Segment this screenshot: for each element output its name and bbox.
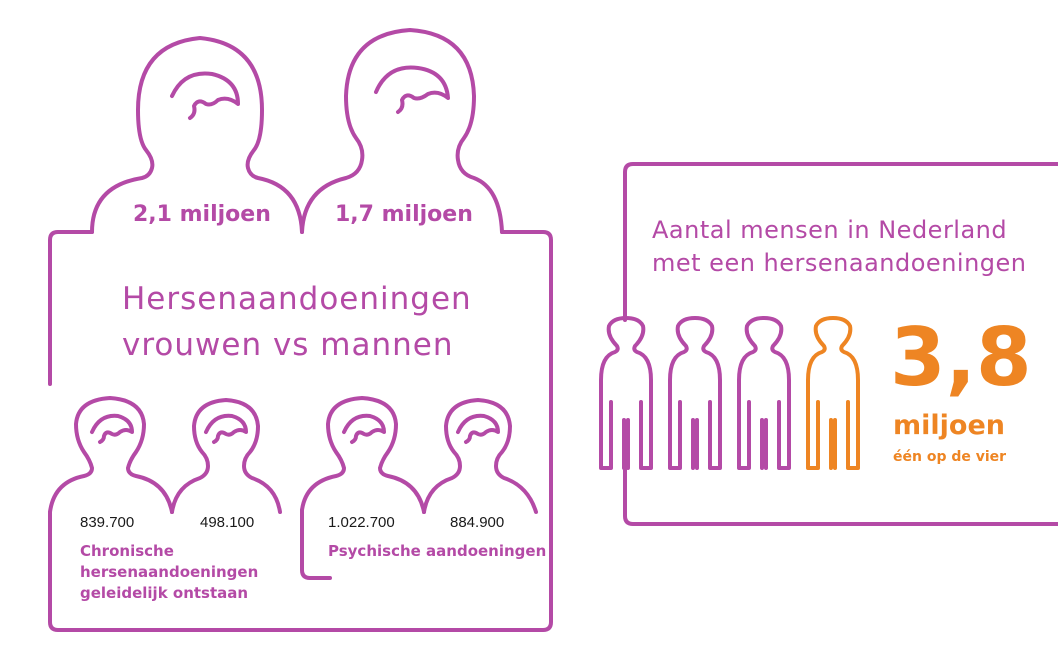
chronic-men-count: 498.100 [200,514,255,531]
person-icon [737,316,791,470]
main-title: Hersenaandoeningen vrouwen vs mannen [122,276,472,368]
women-total-count: 2,1 miljoen [133,202,271,227]
total-title-line2: met een hersenaandoeningen [652,249,1027,277]
main-title-line1: Hersenaandoeningen [122,281,472,317]
men-total-count: 1,7 miljoen [335,202,473,227]
total-unit: miljoen [893,410,1005,441]
psychic-men-count: 884.900 [450,514,505,531]
psychic-woman-icon [300,396,426,514]
chronic-label-line2: hersenaandoeningen [80,563,259,581]
chronic-label-line1: Chronische [80,542,174,560]
chronic-label: Chronische hersenaandoeningen geleidelij… [80,541,258,604]
people-row [599,316,860,470]
total-title: Aantal mensen in Nederland met een herse… [652,214,1027,280]
total-subtitle: één op de vier [893,449,1007,465]
chronic-woman-icon [48,396,174,514]
person-icon [806,316,860,470]
left-frame-outline [48,230,553,632]
total-value: 3,8 [890,311,1032,404]
psychic-label: Psychische aandoeningen [328,542,547,560]
psychic-women-count: 1.022.700 [328,514,395,531]
main-title-line2: vrouwen vs mannen [122,327,454,363]
chronic-man-icon [170,398,282,514]
person-icon [599,316,653,470]
right-frame-outline [623,162,1058,526]
psychic-man-icon [422,398,538,514]
chronic-label-line3: geleidelijk ontstaan [80,584,249,602]
group-divider-line [300,508,332,580]
man-head-icon [300,28,504,234]
total-title-line1: Aantal mensen in Nederland [652,216,1008,244]
chronic-women-count: 839.700 [80,514,135,531]
person-icon [668,316,722,470]
woman-head-icon [90,36,304,234]
